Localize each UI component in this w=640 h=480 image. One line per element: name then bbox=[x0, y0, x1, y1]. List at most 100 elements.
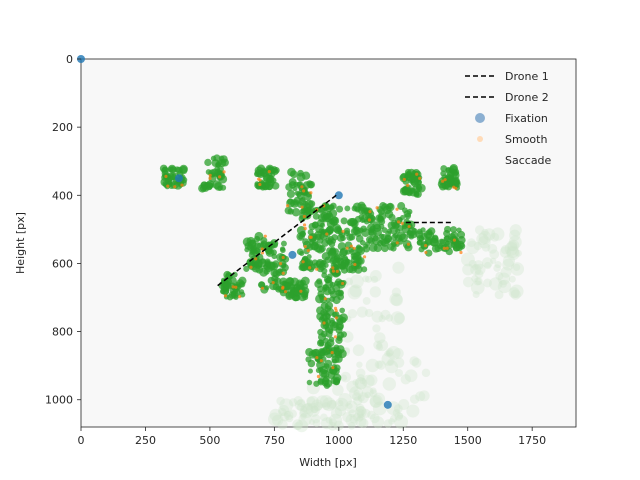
haze-mark bbox=[372, 324, 381, 333]
haze-mark bbox=[404, 369, 418, 383]
saccade-point bbox=[325, 276, 333, 283]
legend: Drone 1 Drone 2 Fixation Smooth Saccade bbox=[465, 70, 552, 167]
saccade-point bbox=[280, 247, 286, 254]
haze-mark bbox=[277, 419, 288, 430]
smooth-point bbox=[353, 262, 357, 267]
saccade-point bbox=[399, 233, 408, 243]
haze-mark bbox=[283, 410, 294, 421]
haze-mark bbox=[481, 228, 489, 237]
smooth-point bbox=[442, 246, 446, 250]
haze-mark bbox=[347, 309, 358, 319]
haze-mark bbox=[509, 229, 521, 241]
haze-mark bbox=[418, 390, 430, 402]
haze-mark bbox=[476, 233, 489, 246]
saccade-point bbox=[356, 244, 362, 250]
haze-mark bbox=[484, 261, 492, 270]
haze-mark bbox=[357, 394, 365, 402]
haze-mark bbox=[466, 240, 480, 254]
smooth-point bbox=[278, 262, 283, 266]
saccade-point bbox=[404, 243, 413, 252]
haze-mark bbox=[300, 405, 308, 413]
smooth-point bbox=[254, 257, 258, 261]
haze-mark bbox=[500, 266, 512, 278]
smooth-point bbox=[345, 246, 349, 250]
smooth-point bbox=[302, 214, 306, 219]
haze-mark bbox=[306, 395, 319, 408]
smooth-point bbox=[303, 226, 307, 231]
saccade-point bbox=[446, 171, 455, 180]
haze-mark bbox=[306, 396, 316, 406]
haze-mark bbox=[352, 392, 362, 402]
haze-mark bbox=[364, 391, 371, 398]
saccade-point bbox=[324, 305, 332, 312]
haze-mark bbox=[328, 413, 343, 428]
haze-mark bbox=[302, 403, 314, 414]
saccade-point bbox=[450, 226, 457, 233]
saccade-point bbox=[340, 217, 348, 225]
smooth-point bbox=[362, 255, 367, 259]
saccade-point bbox=[404, 212, 412, 220]
haze-mark bbox=[278, 407, 287, 417]
smooth-point bbox=[164, 174, 168, 178]
haze-mark bbox=[378, 315, 386, 323]
x-tick-label: 1750 bbox=[518, 434, 546, 447]
saccade-point bbox=[322, 213, 331, 223]
haze-mark bbox=[392, 347, 404, 359]
haze-mark bbox=[269, 408, 282, 421]
saccade-point bbox=[307, 368, 313, 374]
saccade-point bbox=[260, 285, 269, 294]
haze-mark bbox=[398, 399, 410, 411]
haze-mark bbox=[369, 270, 382, 282]
saccade-point bbox=[287, 198, 294, 205]
saccade-point bbox=[407, 226, 417, 236]
haze-mark bbox=[508, 287, 520, 299]
haze-mark bbox=[462, 263, 475, 276]
saccade-point bbox=[402, 207, 408, 214]
haze-mark bbox=[355, 368, 366, 378]
saccade-point bbox=[324, 326, 331, 333]
smooth-point bbox=[283, 290, 288, 294]
haze-mark bbox=[306, 403, 320, 417]
haze-layer bbox=[267, 224, 525, 433]
haze-mark bbox=[512, 263, 521, 272]
haze-mark bbox=[473, 277, 482, 286]
haze-mark bbox=[369, 389, 378, 398]
haze-mark bbox=[499, 280, 507, 288]
smooth-point bbox=[424, 244, 428, 248]
saccade-point bbox=[349, 217, 358, 226]
saccade-point bbox=[329, 296, 336, 303]
saccade-point bbox=[254, 181, 260, 187]
smooth-point bbox=[441, 179, 445, 183]
smooth-point bbox=[443, 178, 447, 182]
haze-mark bbox=[382, 377, 397, 391]
haze-mark bbox=[356, 415, 364, 422]
smooth-point bbox=[367, 218, 371, 222]
saccade-point bbox=[385, 230, 392, 237]
saccade-point bbox=[315, 260, 323, 268]
saccade-point bbox=[302, 200, 309, 207]
smooth-point bbox=[218, 175, 222, 179]
haze-mark bbox=[385, 314, 394, 322]
haze-mark bbox=[415, 391, 426, 402]
haze-mark bbox=[470, 280, 485, 295]
y-tick-label: 400 bbox=[52, 189, 73, 202]
saccade-point bbox=[207, 184, 213, 190]
haze-mark bbox=[352, 379, 359, 386]
saccade-point bbox=[323, 262, 329, 268]
smooth-point bbox=[341, 281, 345, 286]
saccade-point bbox=[261, 169, 267, 175]
haze-mark bbox=[510, 262, 525, 276]
legend-point-swatch bbox=[477, 136, 483, 142]
haze-mark bbox=[364, 275, 373, 283]
haze-mark bbox=[322, 397, 336, 412]
smooth-point bbox=[452, 185, 456, 189]
haze-mark bbox=[487, 243, 498, 254]
fixation-point bbox=[334, 191, 343, 200]
saccade-point bbox=[305, 347, 314, 357]
legend-label: Fixation bbox=[505, 112, 548, 125]
haze-mark bbox=[295, 419, 309, 433]
saccade-point bbox=[351, 253, 360, 261]
saccade-point bbox=[280, 240, 287, 247]
saccade-point bbox=[300, 276, 310, 286]
haze-mark bbox=[280, 411, 290, 422]
